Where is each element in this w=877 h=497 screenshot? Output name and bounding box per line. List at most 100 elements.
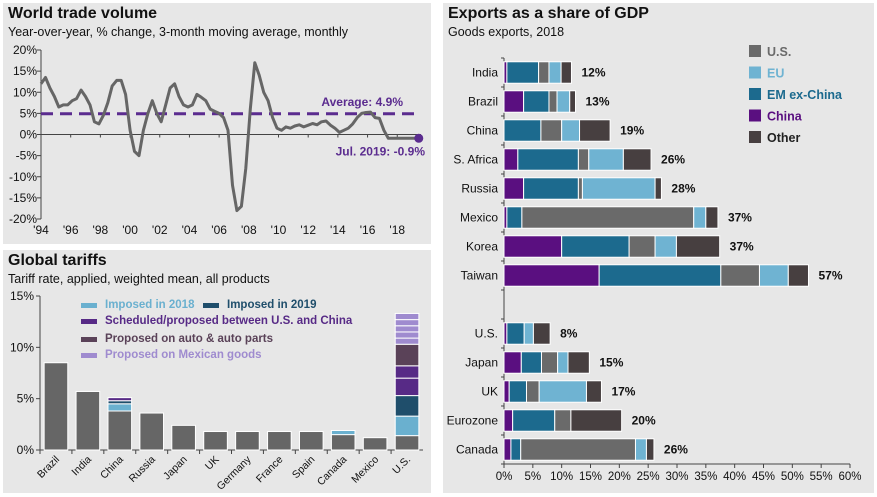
x-tick-label: 15% xyxy=(579,471,602,483)
export-bar-segment xyxy=(523,177,579,200)
tariff-bar-segment xyxy=(235,431,260,451)
legend-label: Proposed on Mexican goods xyxy=(105,349,262,361)
legend-label: Other xyxy=(767,131,800,145)
export-bar-segment xyxy=(675,235,721,258)
export-bar-segment xyxy=(503,235,563,258)
x-tick-label: '98 xyxy=(93,223,109,237)
legend-swatch xyxy=(81,319,97,324)
total-label: 15% xyxy=(599,356,623,370)
x-tick-label: '02 xyxy=(152,223,168,237)
export-bar-segment xyxy=(557,351,569,374)
x-tick-label: Japan xyxy=(161,454,190,483)
x-tick-label: U.S. xyxy=(390,454,413,477)
x-tick-label: '18 xyxy=(389,223,405,237)
export-bar-segment xyxy=(538,380,587,403)
export-bar-segment xyxy=(693,206,707,229)
x-tick-label: 30% xyxy=(665,471,688,483)
legend-swatch xyxy=(749,45,761,57)
export-bar-segment xyxy=(506,61,540,84)
export-bar-segment xyxy=(512,409,556,432)
export-bar-segment xyxy=(579,119,611,142)
legend-swatch xyxy=(81,337,97,342)
legend-swatch xyxy=(749,131,761,143)
x-tick-label: 35% xyxy=(694,471,717,483)
y-tick-label: 20% xyxy=(13,43,37,57)
x-tick-label: France xyxy=(254,454,286,486)
world-trade-chart: 20% 15% 10% 5% 0% -5% -10% -15% -20%'94 '96 '98 '00… xyxy=(9,43,425,237)
row-label: Taiwan xyxy=(461,269,498,283)
y-tick-label: 5% xyxy=(20,106,38,120)
y-tick-label: -10% xyxy=(9,170,37,184)
export-bar-segment xyxy=(567,351,590,374)
export-bar-segment xyxy=(561,235,630,258)
export-bar-segment xyxy=(720,264,760,287)
legend-swatch xyxy=(81,303,97,308)
x-tick-label: 25% xyxy=(637,471,660,483)
export-bar-segment xyxy=(503,351,522,374)
export-bar-segment xyxy=(540,351,559,374)
row-label: China xyxy=(467,124,499,138)
export-bar-segment xyxy=(521,206,695,229)
tariff-bar-segment xyxy=(43,362,69,451)
x-tick-label: 55% xyxy=(810,471,833,483)
export-bar-segment xyxy=(520,438,636,461)
y-tick-label: 10% xyxy=(13,85,37,99)
x-tick-label: '06 xyxy=(211,223,227,237)
export-bar-segment xyxy=(628,235,656,258)
y-tick-label: 15% xyxy=(10,289,34,303)
export-bar-segment xyxy=(503,438,512,461)
legend-label: Scheduled/proposed between U.S. and Chin… xyxy=(105,315,353,327)
export-bar-segment xyxy=(645,438,655,461)
export-bar-segment xyxy=(503,264,600,287)
x-tick-label: '00 xyxy=(122,223,138,237)
total-label: 57% xyxy=(818,269,842,283)
tariff-bar-segment xyxy=(394,312,420,321)
legend-label: Imposed in 2018 xyxy=(105,299,195,311)
total-label: 37% xyxy=(728,211,752,225)
row-label: Korea xyxy=(466,240,498,254)
exports-gdp-panel: Exports as a share of GDP Goods exports,… xyxy=(443,3,874,493)
tariff-bar-segment xyxy=(362,437,388,451)
export-bar-segment xyxy=(598,264,722,287)
x-tick-label: '12 xyxy=(300,223,316,237)
legend-label: China xyxy=(767,110,803,124)
x-tick-label: 60% xyxy=(838,471,861,483)
export-bar-segment xyxy=(503,380,510,403)
legend-swatch xyxy=(749,66,761,79)
export-bar-segment xyxy=(556,90,571,113)
total-label: 20% xyxy=(632,414,656,428)
x-tick-label: India xyxy=(69,454,94,479)
y-tick-label: -20% xyxy=(9,212,37,226)
x-tick-label: 0% xyxy=(496,471,513,483)
y-tick-label: 5% xyxy=(17,392,35,406)
export-bar-segment xyxy=(523,90,550,113)
global-tariffs-panel: Global tariffs Tariff rate, applied, wei… xyxy=(3,250,431,493)
x-tick-label: China xyxy=(98,454,126,482)
tariff-bar-segment xyxy=(394,435,420,451)
export-bar-segment xyxy=(510,438,522,461)
tariff-bar-segment xyxy=(394,343,420,367)
row-label: U.S. xyxy=(475,327,498,341)
export-bar-segment xyxy=(654,235,677,258)
x-tick-label: Mexico xyxy=(349,454,381,486)
chart-title: Global tariffs xyxy=(8,252,107,269)
tariff-bar-segment xyxy=(330,429,356,436)
total-label: 13% xyxy=(586,95,610,109)
y-tick-label: -5% xyxy=(16,149,38,163)
legend-label: Imposed in 2019 xyxy=(227,299,316,311)
total-label: 37% xyxy=(730,240,754,254)
export-bar-segment xyxy=(634,438,647,461)
y-tick-label: 0% xyxy=(20,128,38,142)
export-bar-segment xyxy=(654,177,662,200)
chart-subtitle: Year-over-year, % change, 3-month moving… xyxy=(8,25,348,39)
export-bar-segment xyxy=(532,322,551,345)
x-tick-label: '16 xyxy=(360,223,376,237)
world-trade-panel: World trade volume Year-over-year, % cha… xyxy=(3,3,431,244)
row-label: Japan xyxy=(465,356,498,370)
row-label: Canada xyxy=(456,443,498,457)
legend-label: Proposed on auto & auto parts xyxy=(105,333,273,345)
total-label: 17% xyxy=(611,385,635,399)
x-tick-label: Canada xyxy=(315,454,350,489)
x-tick-label: '14 xyxy=(330,223,346,237)
y-tick-label: 15% xyxy=(13,64,37,78)
